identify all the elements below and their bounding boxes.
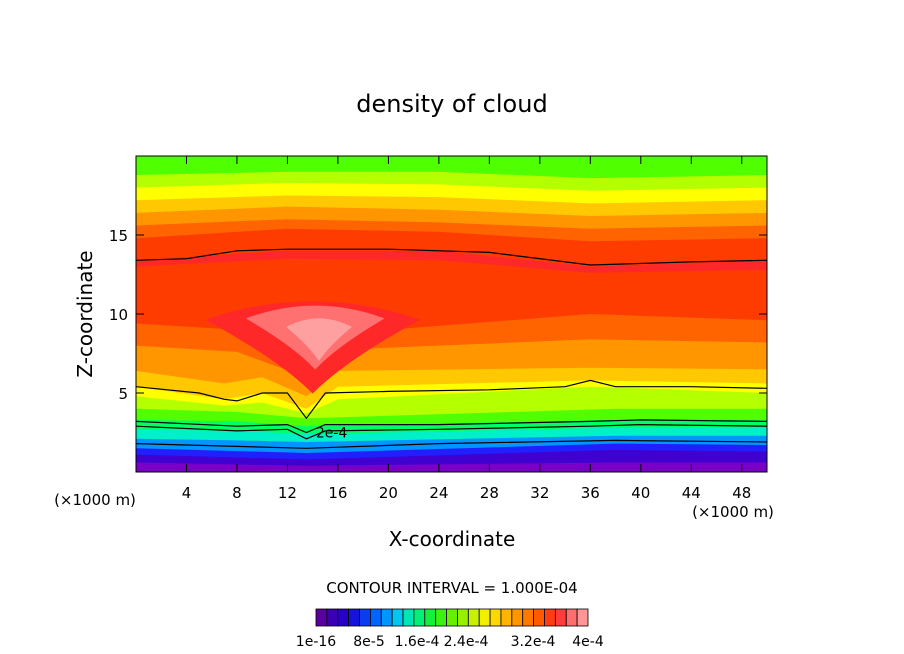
y-axis-label: Z-coordinate: [73, 250, 97, 377]
colorbar: [315, 608, 589, 627]
contour-line: [136, 419, 767, 434]
y-axis: 5 10 15: [109, 227, 767, 403]
contour-interval-text: CONTOUR INTERVAL = 1.000E-04: [326, 579, 577, 597]
contour-lines: [136, 248, 767, 449]
colorbar-tick-label: 8e-5: [353, 634, 384, 650]
colorbar-tick-label: 2.4e-4: [444, 634, 489, 650]
colorbar-swatch: [565, 608, 578, 627]
x-unit-right: (×1000 m): [692, 503, 774, 521]
x-axis: 4 8 12 16 20 24 28 32 36 40 44 48: [182, 156, 751, 502]
colorbar-swatch: [402, 608, 415, 627]
x-tick-label: 44: [682, 484, 701, 502]
colorbar-swatch: [511, 608, 524, 627]
contour-band: [136, 462, 767, 472]
colorbar-swatch: [424, 608, 437, 627]
y-tick-label: 10: [109, 306, 128, 324]
colorbar-swatch: [337, 608, 350, 627]
colorbar-swatch: [576, 608, 589, 627]
contour-line: [136, 439, 767, 449]
x-tick-label: 12: [278, 484, 297, 502]
colorbar-swatch: [467, 608, 480, 627]
x-tick-label: 8: [232, 484, 242, 502]
colorbar-tick-label: 1e-16: [296, 634, 336, 650]
colorbar-swatch: [348, 608, 360, 627]
colorbar-swatch: [359, 608, 371, 627]
colorbar-swatch: [369, 608, 382, 627]
colorbar-swatch: [446, 608, 458, 627]
colorbar-swatch: [391, 608, 404, 627]
x-tick-label: 40: [631, 484, 650, 502]
chart-title: density of cloud: [356, 90, 547, 118]
x-tick-label: 4: [182, 484, 192, 502]
colorbar-swatch: [435, 608, 447, 627]
colorbar-swatch: [522, 608, 534, 627]
x-unit-left: (×1000 m): [54, 491, 136, 509]
colorbar-tick-label: 1.6e-4: [395, 634, 440, 650]
colorbar-swatch: [533, 608, 545, 627]
colorbar-swatch: [554, 608, 567, 627]
colorbar-tick-label: 3.2e-4: [511, 634, 556, 650]
contour-line: [136, 423, 767, 440]
colorbar-swatch: [326, 608, 339, 627]
x-tick-label: 20: [379, 484, 398, 502]
colorbar-swatch: [500, 608, 513, 627]
colorbar-swatch: [544, 608, 556, 627]
x-tick-label: 24: [429, 484, 448, 502]
colorbar-swatch: [315, 608, 328, 627]
colorbar-swatch: [457, 608, 469, 627]
x-tick-label: 32: [530, 484, 549, 502]
colorbar-swatch: [489, 608, 502, 627]
contour-label: 2e-4: [316, 426, 348, 442]
x-axis-label: X-coordinate: [389, 527, 516, 551]
density-core: [286, 318, 352, 362]
filled-contours: [136, 156, 767, 472]
y-tick-label: 15: [109, 227, 128, 245]
plot-area: [136, 156, 767, 472]
colorbar-tick-label: 4e-4: [572, 634, 604, 650]
contour-line: [136, 379, 767, 420]
colorbar-swatch: [478, 608, 491, 627]
x-tick-label: 28: [480, 484, 499, 502]
colorbar-labels: 1e-16 8e-5 1.6e-4 2.4e-4 3.2e-4 4e-4: [296, 634, 604, 650]
x-tick-label: 48: [732, 484, 751, 502]
colorbar-swatch: [380, 608, 393, 627]
y-tick-label: 5: [118, 385, 128, 403]
x-tick-label: 36: [581, 484, 600, 502]
contour-line: [136, 248, 767, 266]
colorbar-swatch: [413, 608, 426, 627]
x-tick-label: 16: [328, 484, 347, 502]
